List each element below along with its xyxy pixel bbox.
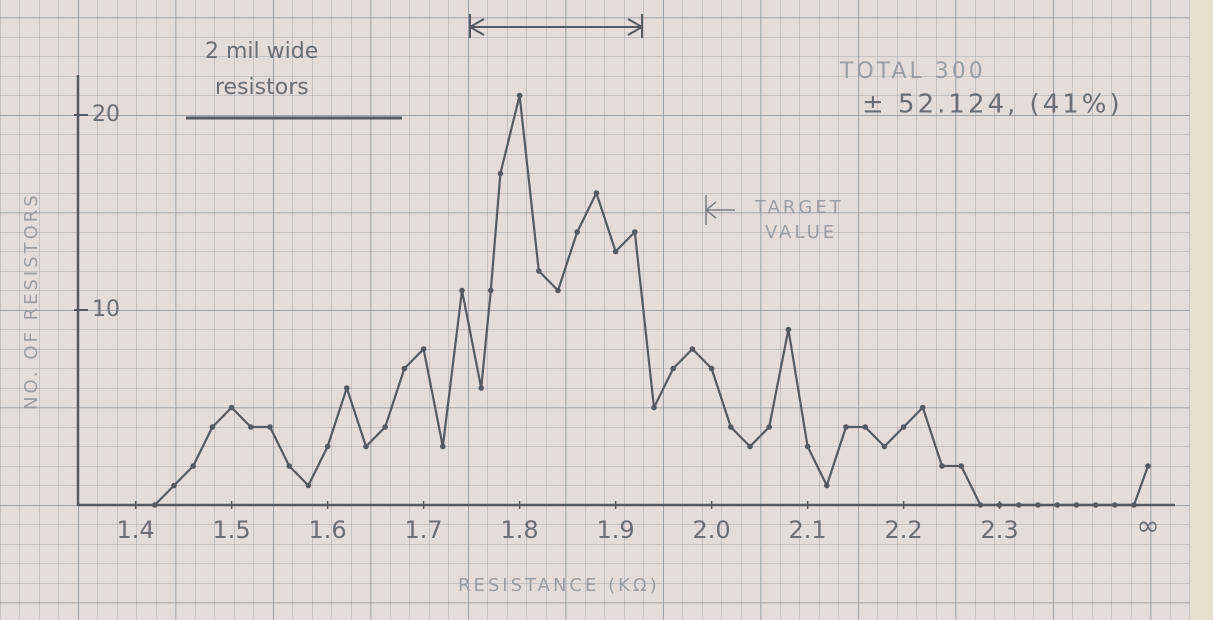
- data-point: [670, 366, 676, 372]
- data-point: [306, 483, 312, 489]
- annotation: TOTAL 300: [839, 59, 986, 84]
- data-point: [344, 385, 350, 391]
- data-point: [766, 424, 772, 430]
- data-point: [267, 424, 273, 430]
- data-point: [498, 171, 504, 177]
- data-point: [1054, 502, 1060, 508]
- data-point: [862, 424, 868, 430]
- data-point: [747, 444, 753, 450]
- data-point: [594, 190, 600, 196]
- data-point: [517, 93, 523, 99]
- data-point: [382, 424, 388, 430]
- x-tick-label: 1.7: [405, 516, 443, 544]
- data-point: [901, 424, 907, 430]
- x-tick-label: 1.8: [501, 516, 539, 544]
- data-point: [824, 483, 830, 489]
- x-tick-label: 2.0: [693, 516, 731, 544]
- data-point: [555, 288, 561, 294]
- data-point: [613, 249, 619, 255]
- x-axis-label: RESISTANCE (KΩ): [458, 575, 660, 596]
- data-point: [1035, 502, 1041, 508]
- data-point: [632, 229, 638, 235]
- data-point: [1112, 502, 1118, 508]
- x-tick-label: ∞: [1136, 509, 1159, 542]
- data-point: [363, 444, 369, 450]
- data-point: [536, 268, 542, 274]
- data-point: [958, 463, 964, 469]
- y-axis-label: NO. OF RESISTORS: [21, 192, 42, 410]
- data-point: [152, 502, 158, 508]
- x-tick-label: 1.6: [309, 516, 347, 544]
- data-point: [651, 405, 657, 411]
- data-point: [1074, 502, 1080, 508]
- data-point: [805, 444, 811, 450]
- data-point: [574, 229, 580, 235]
- x-tick-label: 2.1: [789, 516, 827, 544]
- data-point: [325, 444, 331, 450]
- annotation: TARGET: [754, 197, 844, 218]
- data-point: [728, 424, 734, 430]
- data-point: [171, 483, 177, 489]
- data-point: [440, 444, 446, 450]
- data-point: [459, 288, 465, 294]
- data-point: [882, 444, 888, 450]
- data-point: [421, 346, 427, 352]
- data-point: [190, 463, 196, 469]
- overflow-point: [1145, 463, 1151, 469]
- annotation: VALUE: [765, 222, 837, 243]
- data-point: [248, 424, 254, 430]
- data-point: [478, 385, 484, 391]
- annotation: 2 mil wide: [205, 39, 318, 64]
- data-point: [210, 424, 216, 430]
- paper-edge: [1190, 0, 1213, 620]
- data-point: [1016, 502, 1022, 508]
- data-point: [402, 366, 408, 372]
- y-tick-label: 20: [92, 102, 120, 127]
- data-point: [920, 405, 926, 411]
- x-tick-label: 1.9: [597, 516, 635, 544]
- x-tick-label: 2.2: [885, 516, 923, 544]
- data-point: [939, 463, 945, 469]
- x-tick-label: 2.3: [981, 516, 1019, 544]
- data-point: [1093, 502, 1099, 508]
- data-point: [488, 288, 494, 294]
- data-point: [709, 366, 715, 372]
- x-tick-label: 1.5: [213, 516, 251, 544]
- data-point: [997, 502, 1003, 508]
- data-point: [229, 405, 235, 411]
- x-tick-label: 1.4: [117, 516, 155, 544]
- annotation: ± 52.124, (41%): [862, 90, 1123, 120]
- y-tick-label: 10: [92, 297, 120, 322]
- data-point: [690, 346, 696, 352]
- data-point: [786, 327, 792, 333]
- data-point: [286, 463, 292, 469]
- chart: 2 mil wide resistors TOTAL 300 ± 52.124,…: [0, 0, 1213, 620]
- annotation: resistors: [215, 75, 309, 100]
- data-point: [843, 424, 849, 430]
- data-point: [978, 502, 984, 508]
